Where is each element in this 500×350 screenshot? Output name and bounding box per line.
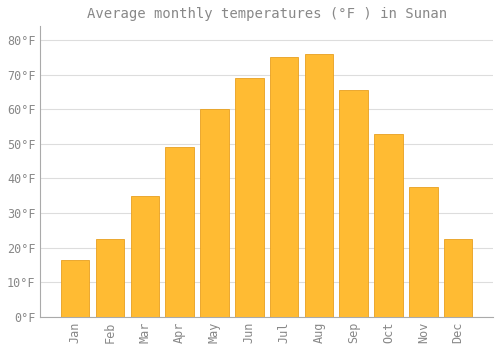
Title: Average monthly temperatures (°F ) in Sunan: Average monthly temperatures (°F ) in Su… xyxy=(86,7,446,21)
Bar xyxy=(374,133,403,317)
Bar xyxy=(444,239,472,317)
Bar xyxy=(200,109,228,317)
Bar xyxy=(340,90,368,317)
Bar xyxy=(130,196,159,317)
Bar xyxy=(96,239,124,317)
Bar xyxy=(304,54,333,317)
Bar xyxy=(409,187,438,317)
Bar xyxy=(235,78,264,317)
Bar xyxy=(166,147,194,317)
Bar xyxy=(61,260,90,317)
Bar xyxy=(270,57,298,317)
